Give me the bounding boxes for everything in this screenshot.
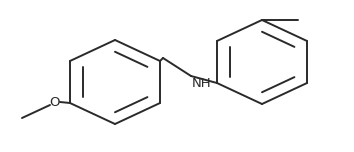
Text: NH: NH <box>192 77 212 90</box>
Text: O: O <box>50 95 60 109</box>
